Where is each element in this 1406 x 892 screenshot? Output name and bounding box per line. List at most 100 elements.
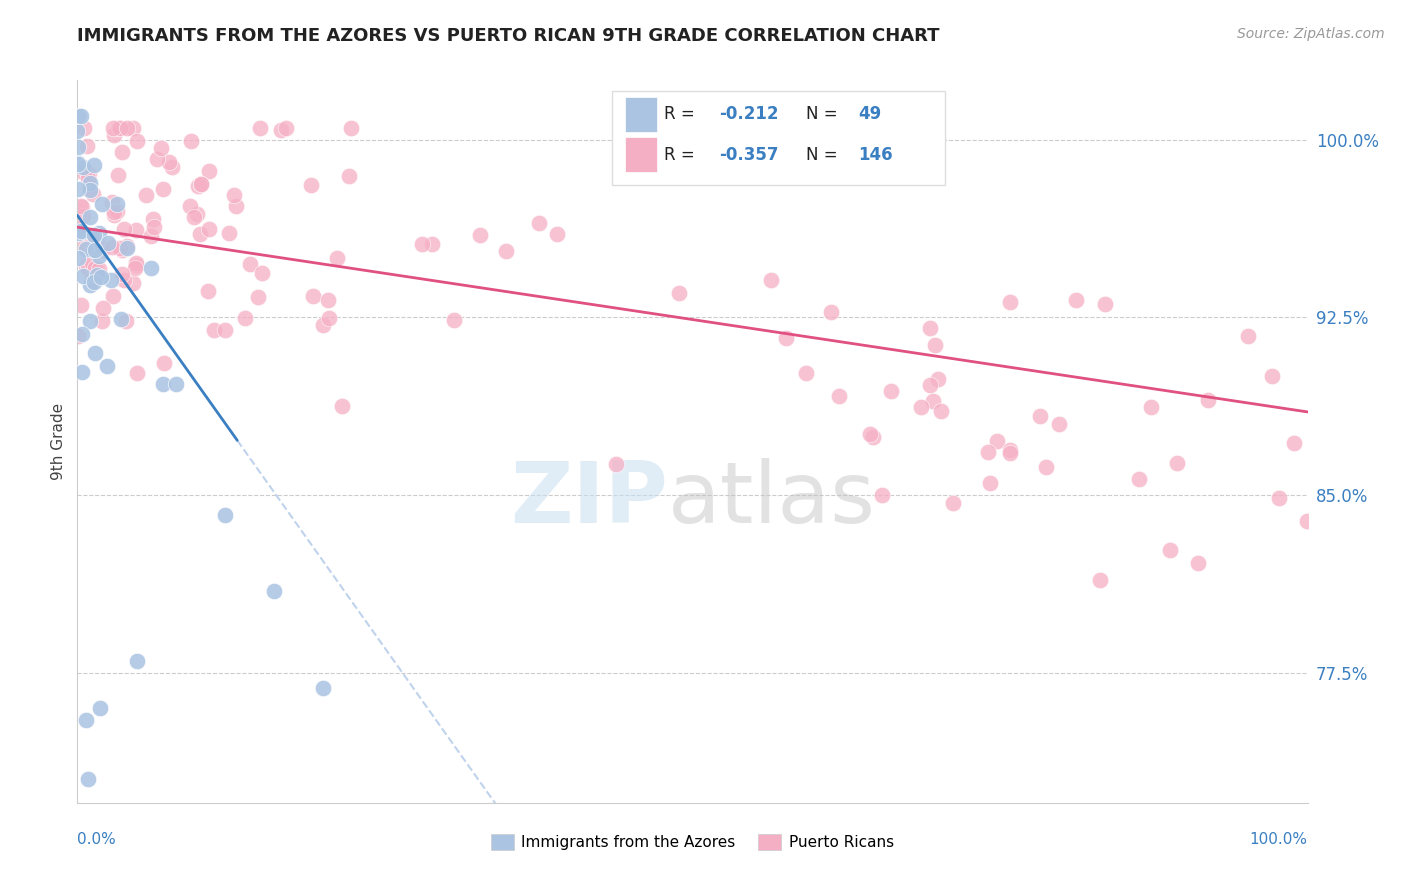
Point [922,394,945,409]
Point [70,199,93,213]
Point [89,249,111,263]
Point [302,289,325,303]
Point [301,178,323,192]
Point [97,235,120,250]
Text: R =: R = [664,145,700,164]
Point [67,182,90,196]
Point [66,155,89,169]
Point [910,400,932,414]
Point [76,170,98,185]
Text: 0.0%: 0.0% [77,831,117,847]
Point [83,275,105,289]
Text: ZIP: ZIP [510,458,668,541]
Point [75,713,97,727]
Point [82,243,104,257]
Point [141,261,163,276]
Point [250,266,273,280]
Point [152,377,174,392]
Point [135,187,157,202]
Point [96,359,118,374]
Point [79,177,101,191]
Point [91,243,114,257]
Point [312,681,335,696]
Point [1197,393,1219,408]
Point [202,323,225,337]
Point [111,145,134,159]
Point [157,154,180,169]
Point [110,312,132,326]
Text: R =: R = [664,105,700,123]
Point [67,329,90,343]
Point [186,206,208,220]
Point [411,236,433,251]
Point [73,240,96,254]
Point [122,276,145,290]
Point [775,331,797,345]
Text: 100.0%: 100.0% [1250,831,1308,847]
Point [103,205,125,219]
Point [127,654,149,668]
Point [67,109,90,123]
Text: N =: N = [806,105,842,123]
Point [77,180,100,194]
Point [942,495,965,509]
Point [316,293,339,307]
Point [214,508,236,523]
Point [222,187,245,202]
Point [340,120,363,135]
Point [152,182,174,196]
Point [114,313,136,327]
Point [218,226,240,240]
Y-axis label: 9th Grade: 9th Grade [51,403,66,480]
Point [110,120,132,135]
Point [117,120,139,135]
Point [190,178,212,192]
Point [495,244,517,258]
Point [247,290,270,304]
Point [112,222,135,236]
Point [124,255,146,269]
Text: N =: N = [806,145,842,164]
Point [870,487,893,501]
Point [214,323,236,337]
Point [1000,443,1022,458]
Point [100,195,122,210]
Point [70,225,93,239]
Point [197,284,219,298]
Point [67,227,90,241]
Point [1295,514,1317,528]
Point [312,318,335,332]
Point [105,204,128,219]
Point [66,109,89,123]
Point [79,314,101,328]
Point [859,426,882,441]
Point [103,289,125,303]
Point [83,346,105,360]
Point [145,152,167,166]
Point [165,376,187,391]
Point [924,338,946,352]
Point [1282,435,1305,450]
Point [330,399,353,413]
Text: -0.357: -0.357 [720,145,779,164]
Point [1094,297,1116,311]
Point [927,372,949,386]
Point [75,259,97,273]
Point [66,140,89,154]
Point [72,160,94,174]
Point [77,772,100,786]
Point [979,475,1001,490]
Point [107,168,129,182]
Point [76,139,98,153]
Point [139,229,162,244]
Point [794,366,817,380]
Point [1088,573,1111,587]
Point [142,219,165,234]
Point [153,355,176,369]
Point [115,241,138,255]
Point [326,251,349,265]
Point [986,434,1008,448]
Point [101,120,124,135]
Point [87,227,110,241]
Point [977,444,1000,458]
